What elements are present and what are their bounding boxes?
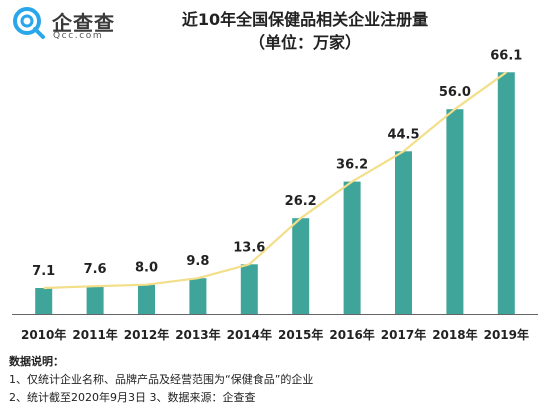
bar-6 <box>343 181 361 314</box>
data-label-0: 7.1 <box>32 264 55 279</box>
data-label-7: 44.5 <box>387 127 419 142</box>
bar-1 <box>86 286 104 314</box>
bar-5 <box>292 218 310 314</box>
bar-4 <box>240 264 258 314</box>
x-tick-label-5: 2015年 <box>278 327 323 342</box>
qcc-logo-icon <box>13 7 45 39</box>
data-label-4: 13.6 <box>233 240 265 255</box>
bar-0 <box>35 288 53 314</box>
data-label-9: 66.1 <box>490 48 522 63</box>
bar-7 <box>395 151 412 314</box>
x-tick-label-4: 2014年 <box>227 327 272 342</box>
data-label-8: 56.0 <box>439 85 471 100</box>
data-label-1: 7.6 <box>84 262 107 277</box>
notes-title: 数据说明： <box>9 355 64 368</box>
x-tick-label-3: 2013年 <box>175 327 220 342</box>
data-label-5: 26.2 <box>285 194 317 209</box>
x-tick-label-2: 2012年 <box>124 327 169 342</box>
trend-line <box>43 71 507 290</box>
bar-3 <box>189 278 207 314</box>
data-label-3: 9.8 <box>186 254 209 269</box>
x-tick-label-1: 2011年 <box>72 327 117 342</box>
brand-logo: 企查查 Qcc.com <box>12 6 152 46</box>
chart-title: 近10年全国保健品相关企业注册量 <box>181 10 429 29</box>
bar-8 <box>446 109 464 314</box>
x-tick-label-9: 2019年 <box>484 327 529 342</box>
x-tick-label-6: 2016年 <box>329 327 374 342</box>
x-tick-label-8: 2018年 <box>432 327 477 342</box>
logo-name: 企查查 <box>52 11 115 35</box>
bar-2 <box>138 284 155 314</box>
logo-url: Qcc.com <box>53 31 104 41</box>
data-label-2: 8.0 <box>135 261 158 276</box>
notes-line-2: 2、统计截至2020年9月3日 3、数据来源：企查查 <box>9 391 256 404</box>
bar-9 <box>497 72 515 314</box>
data-notes: 数据说明： 1、仅统计企业名称、品牌产品及经营范围为“保健食品”的企业 2、统计… <box>9 353 313 407</box>
data-label-6: 36.2 <box>336 158 368 173</box>
x-tick-label-0: 2010年 <box>21 327 66 342</box>
notes-line-1: 1、仅统计企业名称、品牌产品及经营范围为“保健食品”的企业 <box>9 373 314 386</box>
chart-subtitle: （单位：万家） <box>248 33 361 52</box>
x-tick-label-7: 2017年 <box>381 327 426 342</box>
